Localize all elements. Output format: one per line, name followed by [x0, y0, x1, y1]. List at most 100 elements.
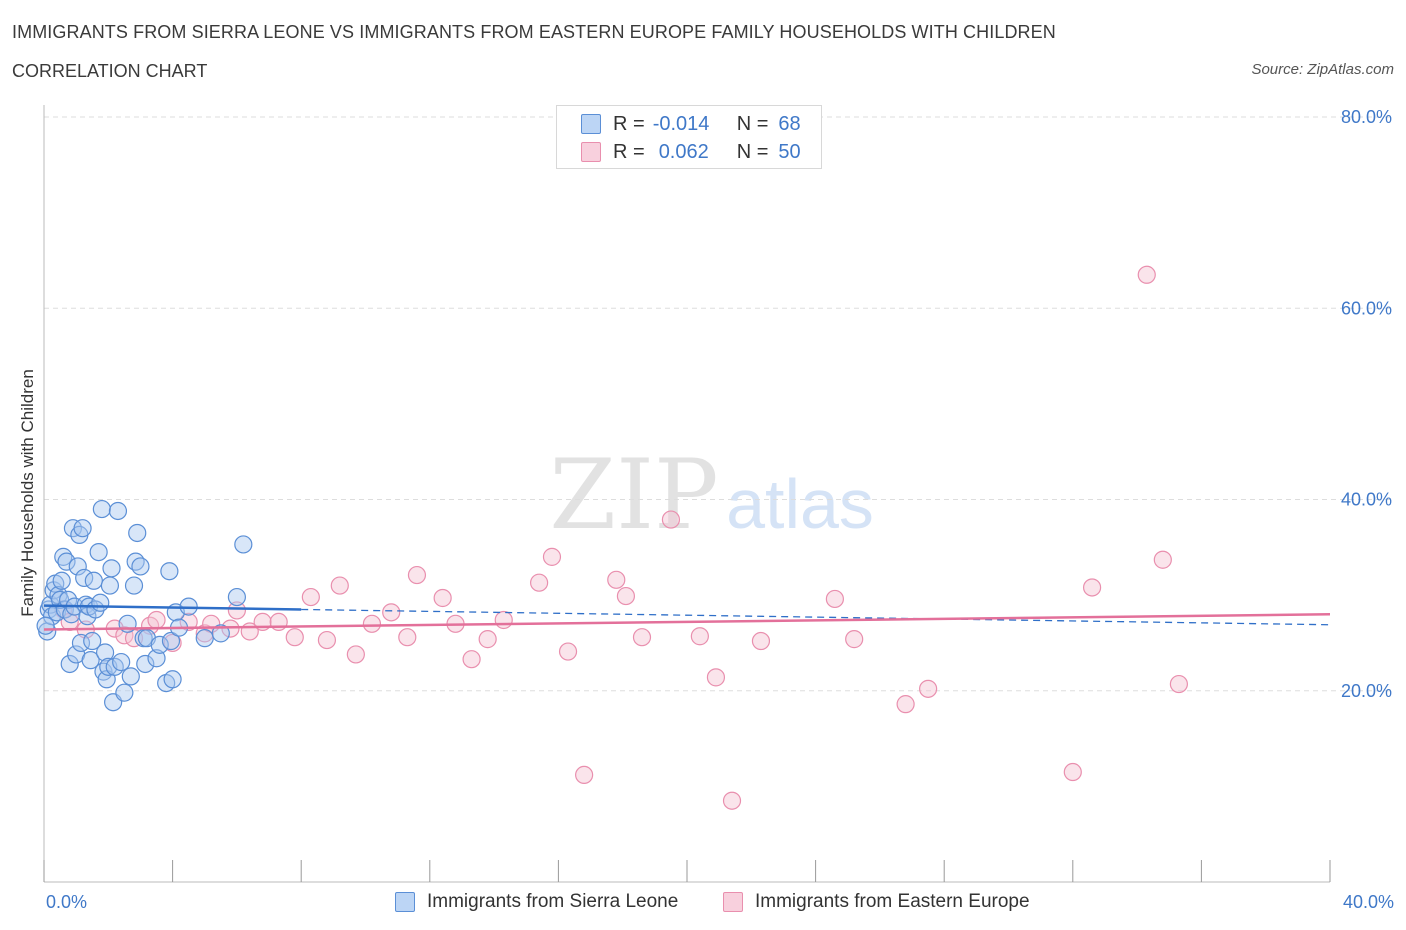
y-tick-label: 20.0% [1341, 681, 1392, 701]
data-point-eastern-europe [346, 645, 365, 664]
legend-r-value: 0.062 [658, 140, 709, 163]
data-point-eastern-europe [1063, 762, 1082, 782]
data-point-eastern-europe [179, 612, 198, 632]
data-point-eastern-europe [407, 565, 427, 585]
data-point-eastern-europe [462, 650, 481, 669]
bottom-legend-label-sierra-leone: Immigrants from Sierra Leone [427, 891, 679, 912]
data-point-eastern-europe [330, 576, 349, 595]
data-point-eastern-europe [195, 624, 214, 643]
data-point-eastern-europe [919, 679, 938, 698]
data-point-sierra-leone [73, 519, 92, 538]
data-point-sierra-leone [227, 587, 246, 607]
data-point-eastern-europe [751, 631, 771, 651]
legend-row-eastern-europe: R = 0.062 N = 50 [581, 140, 801, 164]
watermark-zip: ZIP [549, 439, 718, 551]
data-point-sierra-leone [68, 557, 87, 576]
data-point-eastern-europe [575, 765, 594, 785]
data-point-eastern-europe [1153, 550, 1172, 569]
data-point-sierra-leone [52, 571, 71, 590]
trend-line-sierra-leone-dashed [301, 608, 1331, 626]
data-point-sierra-leone [136, 654, 155, 674]
legend-n-label: N = [736, 112, 769, 135]
data-point-eastern-europe [542, 547, 562, 566]
data-point-eastern-europe [722, 791, 742, 810]
y-tick-label: 40.0% [1341, 490, 1392, 510]
data-point-sierra-leone [108, 501, 128, 521]
bottom-legend-label-eastern-europe: Immigrants from Eastern Europe [755, 891, 1030, 912]
legend-r-label: R = [613, 140, 645, 163]
x-tick-label-right: 40.0% [1343, 892, 1394, 912]
legend-r-value: -0.014 [652, 112, 710, 135]
data-point-sierra-leone [195, 629, 214, 648]
data-point-sierra-leone [57, 552, 76, 571]
x-tick-label-left: 0.0% [46, 892, 87, 912]
data-point-eastern-europe [301, 587, 320, 607]
bottom-legend-swatch-eastern-europe [723, 892, 743, 912]
legend-row-sierra-leone: R = -0.014 N = 68 [581, 112, 801, 136]
data-point-eastern-europe [227, 601, 246, 620]
data-point-sierra-leone [71, 633, 91, 653]
data-point-eastern-europe [558, 642, 578, 661]
watermark-atlas: atlas [726, 465, 874, 543]
data-point-eastern-europe [896, 695, 915, 714]
data-point-sierra-leone [121, 667, 140, 686]
legend-n-value: 50 [778, 140, 801, 163]
data-point-eastern-europe [661, 510, 681, 529]
source-label: Source: ZipAtlas.com [1251, 61, 1394, 78]
data-point-eastern-europe [616, 586, 636, 606]
data-point-eastern-europe [706, 668, 726, 687]
data-point-eastern-europe [690, 627, 709, 646]
data-point-sierra-leone [89, 542, 108, 562]
data-point-sierra-leone [128, 523, 147, 543]
legend-n-value: 68 [778, 112, 801, 135]
data-point-sierra-leone [211, 624, 230, 643]
data-point-eastern-europe [825, 589, 844, 609]
data-point-eastern-europe [607, 570, 626, 589]
data-point-eastern-europe [494, 610, 513, 630]
data-point-eastern-europe [478, 630, 497, 649]
data-point-sierra-leone [102, 559, 121, 578]
legend-n-label: N = [736, 140, 769, 163]
chart-title: IMMIGRANTS FROM SIERRA LEONE VS IMMIGRAN… [12, 22, 1056, 42]
data-point-sierra-leone [83, 631, 102, 651]
data-point-sierra-leone [150, 635, 169, 654]
data-point-eastern-europe [317, 630, 337, 650]
legend-stats: R = -0.014 N = 68 R = 0.062 N = 50 [556, 105, 822, 169]
data-point-sierra-leone [112, 652, 131, 672]
data-point-sierra-leone [100, 576, 120, 595]
data-point-eastern-europe [433, 588, 452, 608]
chart-subtitle: CORRELATION CHART [12, 61, 208, 81]
data-point-sierra-leone [147, 649, 166, 668]
trend-line-sierra-leone [43, 604, 302, 611]
y-tick-label: 60.0% [1341, 298, 1392, 318]
bottom-legend-swatch-sierra-leone [395, 892, 415, 912]
data-point-sierra-leone [234, 535, 253, 554]
data-point-eastern-europe [382, 603, 401, 622]
data-point-sierra-leone [92, 499, 111, 519]
data-point-sierra-leone [161, 631, 181, 651]
data-point-eastern-europe [398, 628, 417, 647]
data-point-sierra-leone [124, 576, 144, 595]
data-point-eastern-europe [147, 610, 166, 630]
legend-swatch-sierra-leone [581, 114, 601, 134]
data-point-sierra-leone [131, 557, 150, 576]
legend-swatch-eastern-europe [581, 142, 601, 162]
data-point-eastern-europe [632, 628, 652, 647]
data-point-sierra-leone [81, 651, 100, 670]
data-point-eastern-europe [1082, 578, 1102, 597]
data-point-eastern-europe [285, 628, 304, 647]
data-point-eastern-europe [362, 614, 382, 633]
data-point-sierra-leone [84, 571, 103, 590]
data-point-sierra-leone [60, 654, 79, 674]
data-point-sierra-leone [91, 593, 110, 612]
data-point-sierra-leone [63, 519, 83, 538]
data-point-sierra-leone [115, 683, 134, 702]
data-point-eastern-europe [845, 630, 864, 649]
data-point-sierra-leone [163, 670, 182, 689]
bottom-legend-sierra-leone: Immigrants from Sierra Leone [395, 889, 678, 915]
data-point-eastern-europe [530, 573, 549, 592]
data-point-sierra-leone [95, 643, 115, 662]
y-tick-label: 80.0% [1341, 107, 1392, 127]
bottom-legend-eastern-europe: Immigrants from Eastern Europe [723, 889, 1030, 915]
